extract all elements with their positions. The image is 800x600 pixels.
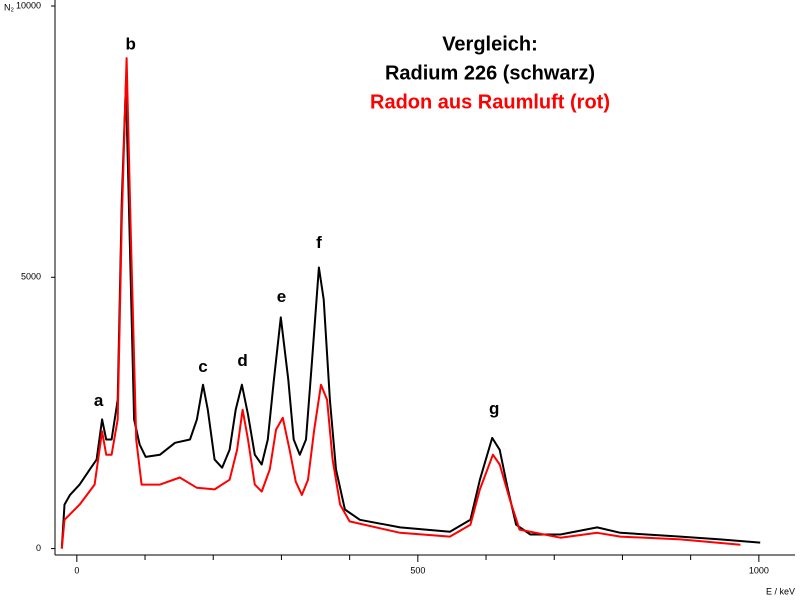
- peak-label: a: [94, 391, 104, 410]
- y-axis-label: N₂: [4, 2, 14, 12]
- peak-label: b: [126, 35, 136, 54]
- y-tick-label: 0: [36, 543, 41, 553]
- x-axis-label: E / keV: [766, 586, 795, 596]
- series-line: [60, 83, 761, 549]
- peak-label: d: [237, 351, 247, 370]
- x-tick-label: 500: [410, 565, 425, 575]
- series-line: [60, 57, 741, 549]
- x-tick-label: 1000: [749, 565, 769, 575]
- y-tick-label: 10000: [16, 0, 41, 10]
- peak-label: c: [198, 357, 207, 376]
- title-line: Radon aus Raumluft (rot): [370, 91, 610, 113]
- title-line: Vergleich:: [442, 33, 538, 55]
- y-tick-label: 5000: [21, 272, 41, 282]
- peak-label: g: [489, 399, 499, 418]
- x-tick-label: 0: [74, 565, 79, 575]
- title-line: Radium 226 (schwarz): [385, 62, 595, 84]
- peak-label: e: [277, 287, 286, 306]
- peak-label: f: [316, 233, 322, 252]
